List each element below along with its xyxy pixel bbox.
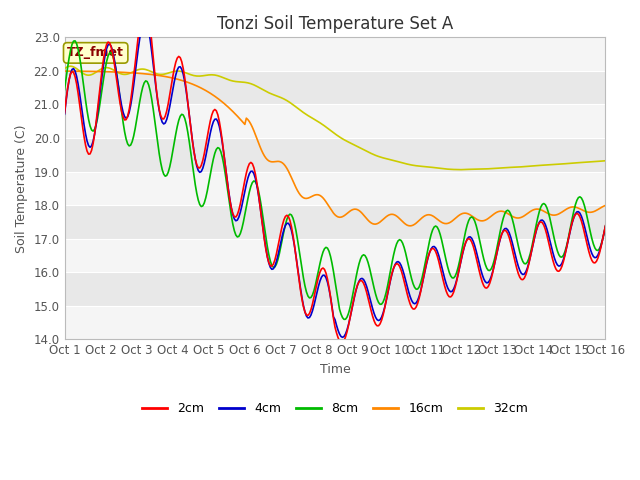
32cm: [400, 160, 408, 166]
32cm: [163, 71, 170, 76]
Line: 32cm: 32cm: [65, 66, 605, 169]
Bar: [65, 171, 605, 205]
32cm: [61, 66, 68, 72]
32cm: [77, 69, 85, 75]
4cm: [372, 314, 380, 320]
Legend: 2cm, 4cm, 8cm, 16cm, 32cm: 2cm, 4cm, 8cm, 16cm, 32cm: [137, 397, 533, 420]
Bar: [65, 71, 605, 105]
32cm: [67, 63, 74, 69]
16cm: [602, 203, 609, 208]
4cm: [402, 277, 410, 283]
8cm: [372, 291, 380, 297]
X-axis label: Time: Time: [319, 363, 350, 376]
2cm: [402, 285, 410, 290]
8cm: [538, 202, 546, 207]
32cm: [388, 157, 396, 163]
Bar: [65, 306, 605, 339]
16cm: [369, 221, 376, 227]
8cm: [402, 250, 410, 256]
8cm: [390, 252, 397, 258]
8cm: [340, 316, 348, 322]
16cm: [399, 219, 406, 225]
32cm: [602, 158, 609, 164]
32cm: [370, 152, 378, 157]
2cm: [337, 340, 345, 346]
4cm: [61, 111, 68, 117]
Line: 16cm: 16cm: [65, 71, 605, 226]
32cm: [538, 162, 546, 168]
4cm: [538, 217, 546, 223]
8cm: [71, 38, 79, 44]
2cm: [76, 101, 83, 107]
16cm: [76, 68, 83, 74]
4cm: [76, 90, 83, 96]
4cm: [142, 16, 150, 22]
2cm: [372, 321, 380, 327]
Text: TZ_fmet: TZ_fmet: [67, 47, 124, 60]
Bar: [65, 105, 605, 138]
8cm: [602, 223, 609, 229]
32cm: [458, 167, 465, 172]
Line: 2cm: 2cm: [65, 1, 605, 343]
2cm: [538, 220, 546, 226]
Bar: [65, 272, 605, 306]
4cm: [602, 224, 609, 229]
2cm: [390, 265, 397, 271]
Bar: [65, 138, 605, 171]
16cm: [61, 68, 68, 74]
Y-axis label: Soil Temperature (C): Soil Temperature (C): [15, 124, 28, 252]
Bar: [65, 239, 605, 272]
8cm: [61, 87, 68, 93]
Line: 4cm: 4cm: [65, 19, 605, 337]
16cm: [406, 223, 414, 229]
2cm: [142, 0, 150, 4]
16cm: [161, 73, 169, 79]
Bar: [65, 37, 605, 71]
16cm: [387, 212, 394, 217]
8cm: [77, 64, 85, 70]
Bar: [65, 205, 605, 239]
2cm: [61, 110, 68, 116]
4cm: [339, 335, 346, 340]
Line: 8cm: 8cm: [65, 41, 605, 319]
2cm: [602, 223, 609, 228]
Title: Tonzi Soil Temperature Set A: Tonzi Soil Temperature Set A: [217, 15, 453, 33]
2cm: [163, 108, 170, 114]
8cm: [163, 173, 170, 179]
4cm: [163, 117, 170, 122]
16cm: [537, 207, 545, 213]
4cm: [390, 265, 397, 271]
